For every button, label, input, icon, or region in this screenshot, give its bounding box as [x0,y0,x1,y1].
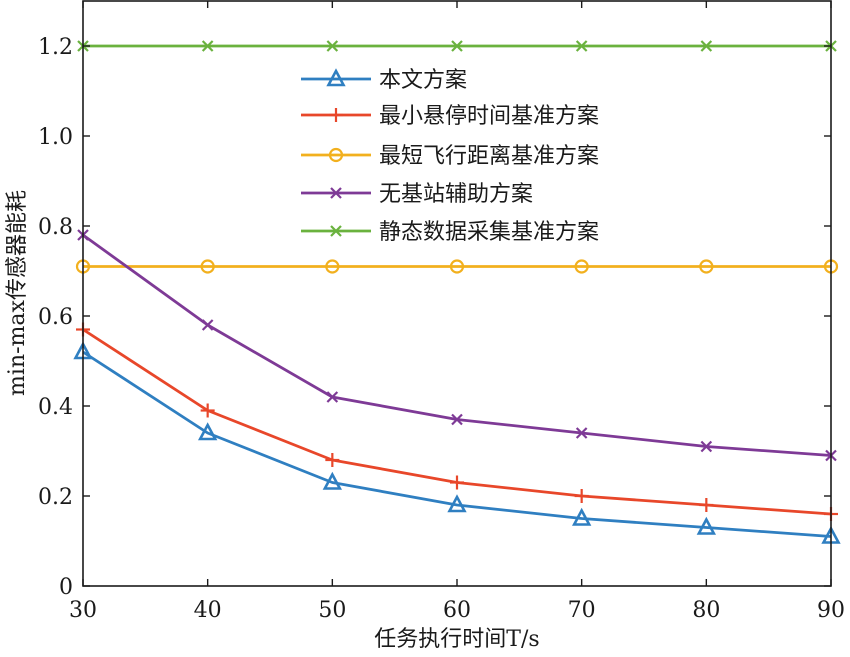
data-point [575,427,588,439]
y-tick-label: 0 [59,575,73,600]
data-point [447,494,467,513]
legend-label: 本文方案 [379,68,467,93]
legend-label: 最小悬停时间基准方案 [379,104,599,129]
legend-marker [326,68,346,87]
data-point [574,489,589,503]
data-point [326,391,339,403]
series-4 [77,229,837,462]
legend-item-1: 本文方案 [296,66,674,93]
x-tick-label: 90 [817,598,845,623]
data-point [575,40,588,52]
x-tick-label: 30 [69,598,97,623]
data-point [197,422,218,441]
series-1 [73,341,841,544]
y-tick-label: 0.2 [38,485,73,510]
data-point [699,259,714,274]
data-point [451,413,463,426]
axis-ticks: 30 40 50 60 70 80 90 0 0.2 0.4 0.6 0.8 1.0 1.2 [38,1,845,623]
data-point [200,403,215,418]
series-line [82,350,832,538]
y-tick-label: 1.0 [38,125,73,150]
data-point [326,40,339,52]
data-point [700,440,713,453]
legend-item-2: 最小悬停时间基准方案 [296,102,674,129]
x-tick-label: 40 [194,598,222,623]
data-point [325,453,340,467]
legend-marker [330,225,342,237]
legend-item-5: 静态数据采集基准方案 [296,218,674,245]
x-tick-label: 50 [318,598,346,623]
data-point [201,40,214,52]
data-point [200,259,215,274]
legend-label: 最短飞行距离基准方案 [379,144,599,169]
x-tick-label: 60 [443,598,471,623]
legend-item-4: 无基站辅助方案 [296,180,674,207]
y-tick-label: 1.2 [38,35,73,60]
y-tick-label: 0.4 [38,395,73,420]
data-point [696,516,717,535]
legend-label: 静态数据采集基准方案 [379,220,599,245]
data-point [325,259,340,274]
data-point [450,475,464,490]
data-point [574,259,589,274]
legend: 本文方案最小悬停时间基准方案最短飞行距离基准方案无基站辅助方案静态数据采集基准方… [296,66,674,245]
x-tick-label: 80 [692,598,720,623]
series-5 [77,40,837,52]
series-3 [75,259,839,274]
x-tick-label: 70 [568,598,596,623]
data-point [571,507,592,526]
data-point [449,259,465,274]
series-line [82,233,832,457]
y-axis-title: min-max传感器能耗 [5,190,30,396]
data-point [700,40,713,52]
data-point [699,498,714,512]
data-point [201,319,214,331]
legend-marker [328,147,344,163]
legend-marker [330,187,342,199]
legend-marker [329,108,343,122]
data-point [322,471,343,490]
legend-label: 无基站辅助方案 [379,182,533,207]
y-tick-label: 0.6 [38,305,73,330]
data-point [451,40,463,52]
y-tick-label: 0.8 [38,215,73,240]
legend-item-3: 最短飞行距离基准方案 [296,142,674,169]
x-axis-title: 任务执行时间T/s [374,627,539,652]
